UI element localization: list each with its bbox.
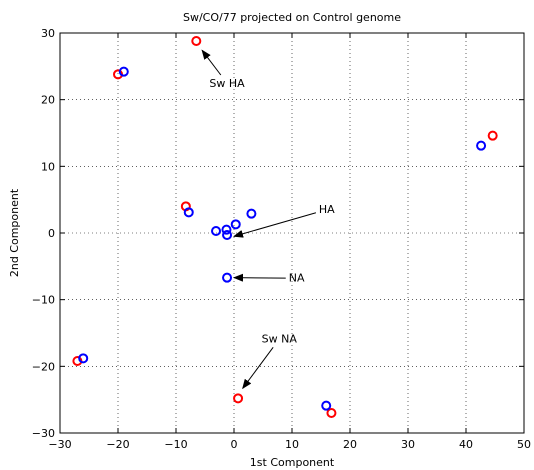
- x-tick-label: 10: [285, 438, 299, 451]
- data-point: [221, 224, 232, 235]
- x-axis-label: 1st Component: [250, 456, 335, 469]
- data-point: [230, 219, 241, 230]
- data-point: [222, 230, 233, 240]
- annotations: Sw HA HA NA Sw NA: [201, 49, 335, 390]
- x-tick-label: −30: [48, 438, 71, 451]
- y-tick-label: 0: [48, 227, 55, 240]
- annotation-label: NA: [289, 272, 305, 285]
- data-point: [183, 207, 194, 218]
- y-tick-label: −20: [32, 360, 55, 373]
- data-point: [476, 140, 487, 151]
- y-tick-label: −30: [32, 427, 55, 440]
- axis-ticks: −30 −20 −10 0 10 20 30 40 50 −30 −20 −10 0 10 20 30: [32, 27, 531, 451]
- data-point: [487, 130, 498, 141]
- data-point: [191, 36, 202, 46]
- grid: [60, 33, 524, 433]
- x-tick-label: −20: [106, 438, 129, 451]
- annotation-label: Sw NA: [262, 332, 298, 345]
- data-point: [222, 272, 233, 283]
- x-tick-label: 40: [459, 438, 473, 451]
- annotation-arrow: [233, 212, 317, 238]
- annotation-label: Sw HA: [209, 77, 245, 90]
- x-tick-label: 0: [231, 438, 238, 451]
- y-tick-label: 30: [41, 27, 55, 40]
- data-points: [72, 36, 498, 418]
- annotation-arrow: [201, 49, 222, 76]
- data-point: [326, 408, 337, 418]
- annotation-arrow: [242, 347, 274, 390]
- chart-title: Sw/CO/77 projected on Control genome: [183, 11, 401, 24]
- x-tick-label: 30: [401, 438, 415, 451]
- data-point: [233, 393, 244, 404]
- y-axis-label: 2nd Component: [8, 188, 21, 277]
- x-tick-label: 20: [343, 438, 357, 451]
- x-tick-label: 50: [517, 438, 531, 451]
- data-point: [211, 226, 222, 236]
- x-tick-label: −10: [164, 438, 187, 451]
- y-tick-label: 10: [41, 160, 55, 173]
- data-point: [118, 66, 129, 77]
- data-point: [78, 353, 89, 364]
- data-point: [321, 400, 332, 411]
- annotation-label: HA: [319, 203, 335, 216]
- data-point: [246, 208, 257, 219]
- y-tick-label: −10: [32, 294, 55, 307]
- y-tick-label: 20: [41, 94, 55, 107]
